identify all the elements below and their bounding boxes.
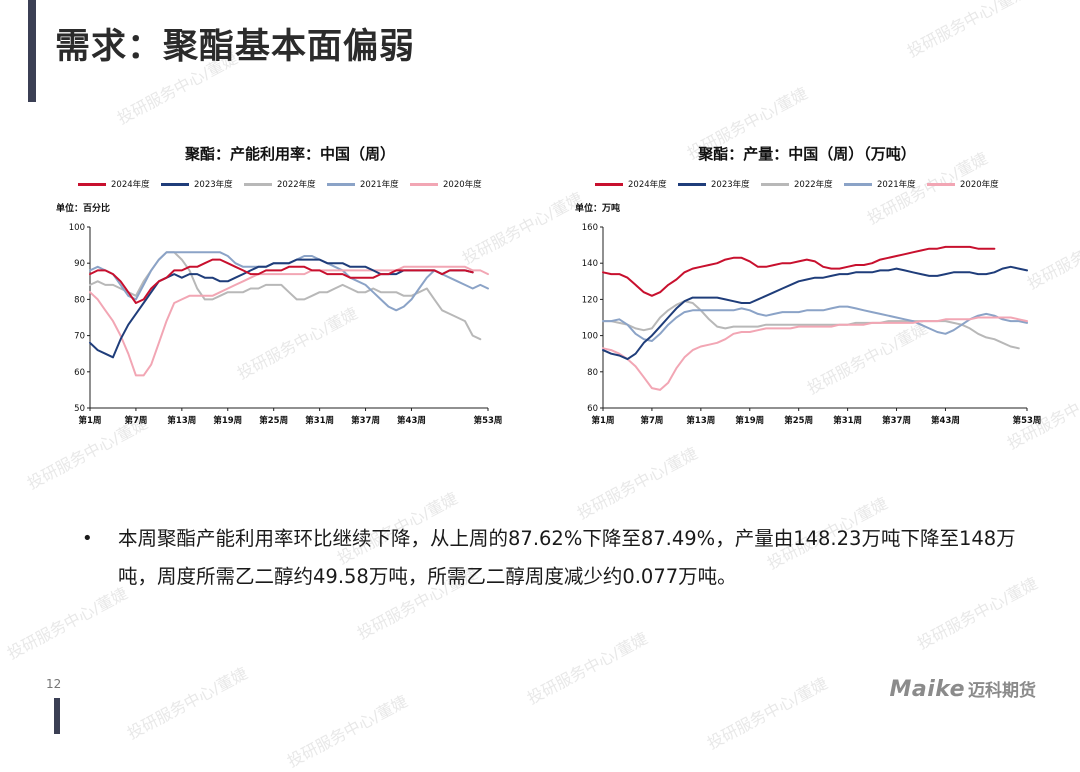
legend-item: 2022年度 [244,178,316,190]
legend-item: 2021年度 [327,178,399,190]
watermark-text: 投研服务中心/董婕 [284,691,411,772]
legend-swatch [927,183,955,186]
summary-item: • 本周聚酯产能利用率环比继续下降，从上周的87.62%下降至87.49%，产量由… [80,520,1040,596]
legend-swatch [595,183,623,186]
x-tick-label: 第7周 [124,415,147,426]
legend-label: 2021年度 [360,180,399,190]
y-tick-label: 160 [582,223,598,233]
legend-swatch [161,183,189,186]
x-tick-label: 第13周 [686,415,715,426]
series-line-2021年度 [89,251,489,312]
series-line-2023年度 [602,265,1028,361]
x-tick-label: 第43周 [397,415,426,426]
legend-label: 2023年度 [711,180,750,190]
legend-item: 2022年度 [761,178,833,190]
chart-title: 聚酯：产能利用率：中国（周） [184,145,395,163]
y-tick-label: 90 [74,259,85,269]
x-tick-label: 第25周 [784,415,813,426]
legend-label: 2023年度 [194,180,233,190]
y-tick-label: 140 [582,259,598,269]
x-tick-label: 第1周 [592,415,615,426]
legend-swatch [327,183,355,186]
chart-plot: 50 60 70 80 90 100 第1周 第7周 第13周 第19周 第25周 第31周 第37周 第… [69,223,503,426]
y-tick-label: 100 [582,332,598,342]
series-line-2021年度 [602,305,1028,342]
chart-legend: 2024年度 2023年度 2022年度 2021年度 2020年度 [50,178,530,192]
y-tick-label: 80 [587,368,598,378]
brand-latin: Maike [889,677,965,702]
footer-accent-bar [54,698,60,734]
page-title: 需求：聚酯基本面偏弱 [55,27,416,67]
x-tick-label: 第37周 [351,415,380,426]
legend-swatch [678,183,706,186]
chart-plot: 60 80 100 120 140 160 第1周 第7周 第13周 第19周 第25周 第31周 第3… [582,223,1042,426]
y-tick-label: 60 [587,404,598,414]
watermark-text: 投研服务中心/董婕 [904,0,1031,62]
legend-item: 2023年度 [161,178,233,190]
legend-item: 2023年度 [678,178,750,190]
legend-label: 2024年度 [628,180,667,190]
x-tick-label: 第31周 [305,415,334,426]
legend-item: 2021年度 [844,178,916,190]
x-tick-label: 第53周 [474,415,503,426]
x-tick-label: 第53周 [1013,415,1042,426]
legend-label: 2024年度 [111,180,150,190]
watermark-text: 投研服务中心/董婕 [574,443,701,524]
bullet-dot-icon: • [82,528,93,549]
legend-swatch [844,183,872,186]
page-number: 12 [46,677,62,691]
legend-swatch [410,183,438,186]
x-tick-label: 第25周 [259,415,288,426]
y-tick-label: 80 [74,295,85,305]
legend-swatch [244,183,272,186]
x-tick-label: 第13周 [167,415,196,426]
watermark-text: 投研服务中心/董婕 [124,663,251,744]
brand-logo: Maike 迈科期货 [889,676,1036,702]
unit-label: 单位：万吨 [575,204,621,214]
legend-label: 2021年度 [877,180,916,190]
brand-cn: 迈科期货 [968,681,1036,701]
y-tick-label: 100 [69,223,85,233]
y-tick-label: 70 [74,332,85,342]
watermark-text: 投研服务中心/董婕 [704,673,831,754]
x-tick-label: 第1周 [79,415,102,426]
chart-legend: 2024年度 2023年度 2022年度 2021年度 2020年度 [567,178,1047,192]
series-line-2020年度 [89,265,489,377]
title-accent-bar [28,0,36,102]
series-line-2022年度 [602,300,1020,350]
series-line-2024年度 [89,258,474,304]
x-tick-label: 第37周 [882,415,911,426]
x-tick-label: 第19周 [735,415,764,426]
y-tick-label: 50 [74,404,85,414]
series-line-2024年度 [602,245,996,297]
watermark-text: 投研服务中心/董婕 [524,628,651,709]
legend-swatch [761,183,789,186]
legend-item: 2020年度 [927,178,999,190]
summary-list: • 本周聚酯产能利用率环比继续下降，从上周的87.62%下降至87.49%，产量由… [80,520,1040,596]
legend-label: 2022年度 [277,180,316,190]
series-line-2020年度 [602,316,1028,391]
legend-label: 2020年度 [443,180,482,190]
x-tick-label: 第7周 [640,415,663,426]
legend-label: 2022年度 [794,180,833,190]
chart-utilization: 聚酯：产能利用率：中国（周） 2024年度 2023年度 2022年度 2021年度 2… [50,143,530,433]
legend-item: 2024年度 [78,178,150,190]
legend-item: 2020年度 [410,178,482,190]
chart-title: 聚酯：产量：中国（周）（万吨） [698,145,916,163]
legend-item: 2024年度 [595,178,667,190]
x-tick-label: 第43周 [931,415,960,426]
x-tick-label: 第31周 [833,415,862,426]
y-tick-label: 60 [74,368,85,378]
legend-swatch [78,183,106,186]
summary-text: 本周聚酯产能利用率环比继续下降，从上周的87.62%下降至87.49%，产量由1… [118,527,1016,588]
unit-label: 单位：百分比 [56,204,111,214]
chart-output: 聚酯：产量：中国（周）（万吨） 2024年度 2023年度 2022年度 2021年度… [567,143,1047,433]
legend-label: 2020年度 [960,180,999,190]
y-tick-label: 120 [582,295,598,305]
x-tick-label: 第19周 [213,415,242,426]
